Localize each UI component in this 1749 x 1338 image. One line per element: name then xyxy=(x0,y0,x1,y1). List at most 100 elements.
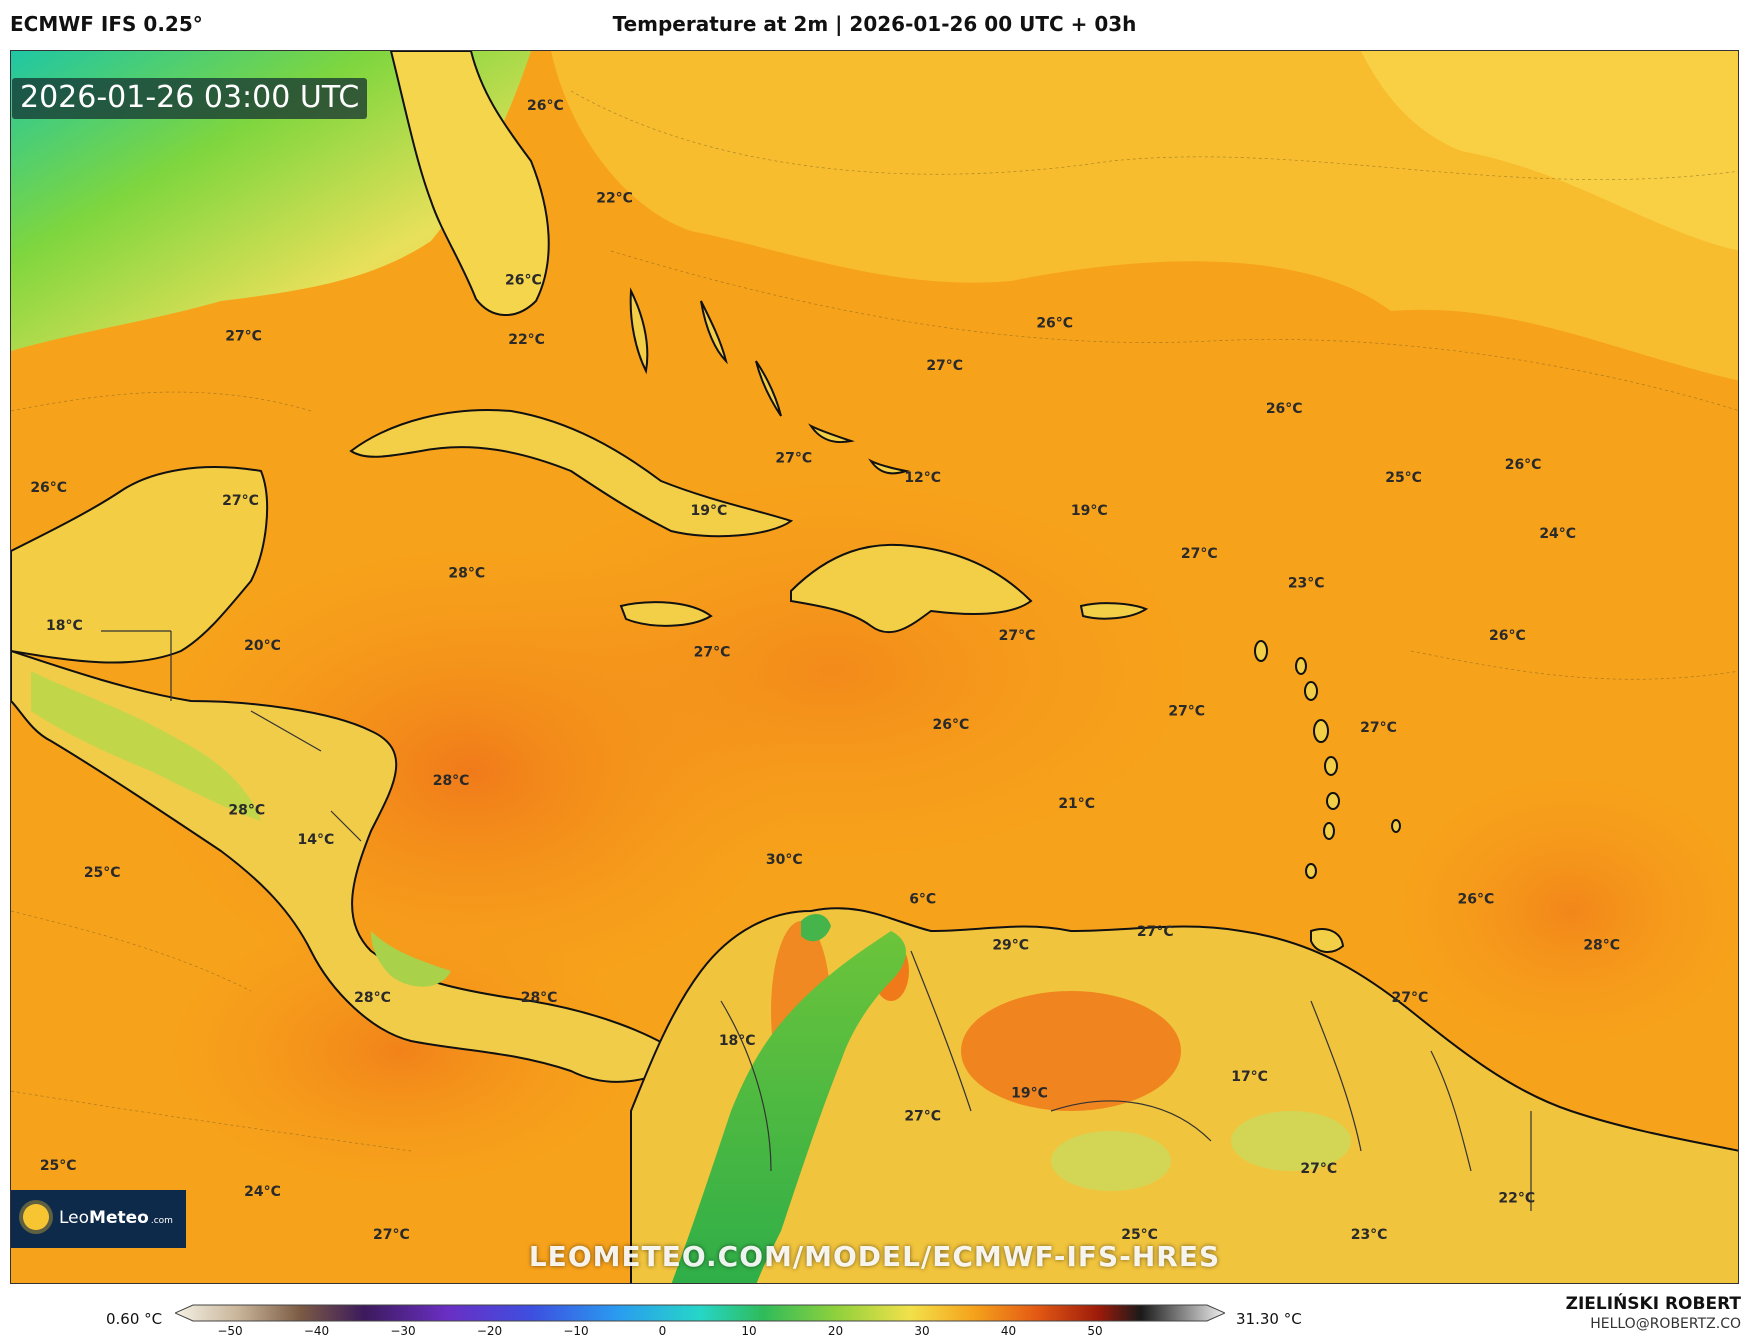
temperature-label: 27°C xyxy=(225,329,262,345)
temperature-label: 18°C xyxy=(46,618,83,634)
temperature-label: 26°C xyxy=(1458,891,1495,907)
highland xyxy=(371,931,451,987)
temperature-label: 26°C xyxy=(1266,401,1303,417)
temperature-label: 24°C xyxy=(244,1184,281,1200)
colorbar-tick: 30 xyxy=(914,1324,930,1338)
temperature-label: 22°C xyxy=(596,190,633,206)
andes xyxy=(801,914,831,942)
temperature-label: 25°C xyxy=(1385,470,1422,486)
map-canvas: 26°C 22°C 26°C 22°C 27°C 26°C 27°C 26°C 26°C 27°C… xyxy=(11,51,1738,1283)
author-name: ZIELIŃSKI ROBERT xyxy=(1565,1294,1741,1314)
temperature-label: 27°C xyxy=(222,493,259,509)
author-email: HELLO@ROBERTZ.CO xyxy=(1590,1316,1741,1332)
temperature-label: 26°C xyxy=(1489,628,1526,644)
max-value: 31.30 °C xyxy=(1236,1310,1302,1328)
temperature-label: 21°C xyxy=(1058,796,1095,812)
temperature-label: 27°C xyxy=(775,450,812,466)
borders xyxy=(101,630,1532,1211)
temperature-label: 25°C xyxy=(1121,1227,1158,1243)
cuba xyxy=(349,409,794,538)
warm-patch xyxy=(161,911,641,1191)
temperature-label: 14°C xyxy=(298,832,335,848)
colorbar-tick: −30 xyxy=(390,1324,416,1338)
model-name: ECMWF IFS 0.25° xyxy=(10,12,203,36)
contours xyxy=(11,90,1738,1152)
temperature-label: 22°C xyxy=(1498,1191,1535,1207)
guiana-highland xyxy=(1051,1131,1171,1191)
temperature-label: 25°C xyxy=(84,865,121,881)
temperature-label: 27°C xyxy=(1137,924,1174,940)
south-america xyxy=(630,907,1738,1283)
temperature-label: 19°C xyxy=(1011,1085,1048,1101)
mexico-yucatan xyxy=(11,466,269,664)
sun-icon xyxy=(23,1204,49,1230)
min-value: 0.60 °C xyxy=(106,1310,163,1328)
lesser-antilles xyxy=(1254,640,1401,879)
temperature-label: 26°C xyxy=(505,273,542,289)
temperature-label: 24°C xyxy=(1539,526,1576,542)
temperature-label: 28°C xyxy=(521,990,558,1006)
temperature-map[interactable]: 26°C 22°C 26°C 22°C 27°C 26°C 27°C 26°C 26°C 27°C… xyxy=(10,50,1739,1284)
temperature-label: 6°C xyxy=(909,891,936,907)
puerto-rico xyxy=(1079,602,1149,620)
florida xyxy=(389,51,550,316)
temperature-label: 28°C xyxy=(433,773,470,789)
leometeo-logo[interactable]: LeoMeteo .com xyxy=(11,1190,186,1248)
colorbar-tick: −10 xyxy=(563,1324,589,1338)
temperature-label: 26°C xyxy=(1036,315,1073,331)
temperature-label: 20°C xyxy=(244,638,281,654)
temperature-label: 26°C xyxy=(1505,457,1542,473)
temperature-label: 23°C xyxy=(1288,575,1325,591)
hispaniola xyxy=(790,543,1033,634)
colorbar xyxy=(175,1304,1225,1322)
temperature-label: 26°C xyxy=(933,717,970,733)
temperature-label: 29°C xyxy=(992,937,1029,953)
temperature-label: 23°C xyxy=(1351,1227,1388,1243)
colorbar-tick: 0 xyxy=(658,1324,667,1338)
temperature-label: 22°C xyxy=(508,332,545,348)
colorbar-tick: 40 xyxy=(1000,1324,1017,1338)
temperature-label: 27°C xyxy=(694,645,731,661)
map-title: Temperature at 2m | 2026-01-26 00 UTC + … xyxy=(612,12,1137,36)
colorbar-tick: 10 xyxy=(741,1324,757,1338)
north-america-cold xyxy=(11,51,531,351)
highland xyxy=(31,671,261,821)
colorbar-tick: 20 xyxy=(827,1324,844,1338)
trinidad xyxy=(1310,928,1345,953)
colorbar-tick: −50 xyxy=(217,1324,243,1338)
temperature-label: 27°C xyxy=(926,358,963,374)
cool-ocean xyxy=(1361,51,1738,251)
temperature-label: 27°C xyxy=(1168,704,1205,720)
temperature-label: 27°C xyxy=(1300,1161,1337,1177)
temperature-label: 26°C xyxy=(527,98,564,114)
temperature-label: 28°C xyxy=(228,802,265,818)
temperature-label: 27°C xyxy=(904,1109,941,1125)
temperature-label: 17°C xyxy=(1231,1069,1268,1085)
temperature-label: 28°C xyxy=(354,990,391,1006)
jamaica xyxy=(619,601,713,627)
temperature-labels: 26°C 22°C 26°C 22°C 27°C 26°C 27°C 26°C 26°C 27°C… xyxy=(30,98,1620,1243)
warm-patch xyxy=(1391,771,1738,1051)
colorbar-tick: 50 xyxy=(1087,1324,1103,1338)
temperature-label: 18°C xyxy=(719,1033,756,1049)
temperature-label: 30°C xyxy=(766,852,803,868)
temperature-label: 19°C xyxy=(691,503,728,519)
andes xyxy=(671,931,906,1283)
colorbar-tick: −20 xyxy=(476,1324,503,1338)
hot-lowland xyxy=(961,991,1181,1111)
temperature-label: 27°C xyxy=(1181,546,1218,562)
bahamas xyxy=(629,287,910,475)
logo-text: LeoMeteo .com xyxy=(59,1208,173,1228)
temperature-label: 25°C xyxy=(40,1158,77,1174)
valid-time: 2026-01-26 03:00 UTC xyxy=(12,78,368,119)
temperature-label: 27°C xyxy=(999,628,1036,644)
temperature-label: 26°C xyxy=(30,480,67,496)
header: ECMWF IFS 0.25° Temperature at 2m | 2026… xyxy=(0,0,1749,50)
temperature-label: 27°C xyxy=(1392,990,1429,1006)
temperature-label: 27°C xyxy=(373,1227,410,1243)
temperature-label: 28°C xyxy=(1583,937,1620,953)
colorbar-tick: −40 xyxy=(303,1324,330,1338)
source-watermark: LEOMETEO.COM/MODEL/ECMWF-IFS-HRES xyxy=(528,1240,1221,1273)
guiana-highland xyxy=(1231,1111,1351,1171)
temperature-label: 12°C xyxy=(904,470,941,486)
